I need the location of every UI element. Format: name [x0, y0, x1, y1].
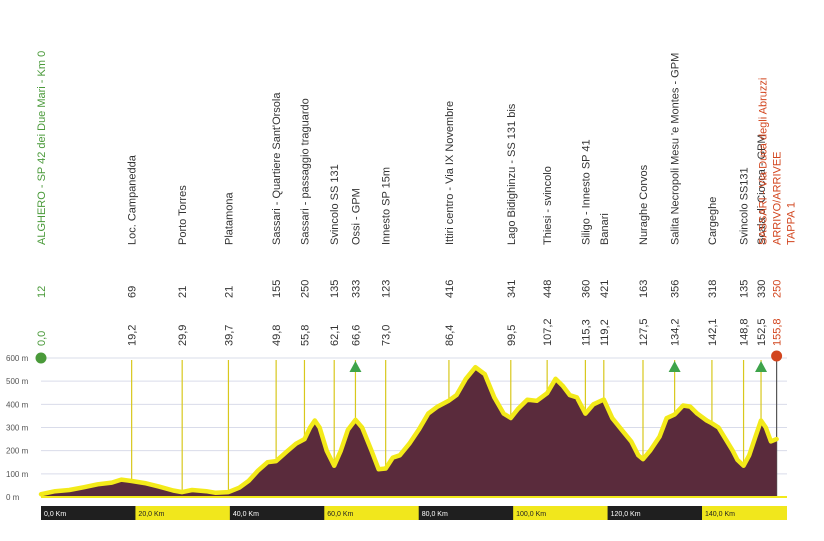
waypoint-altitude-label: 135 [329, 280, 341, 298]
y-tick-label: 500 m [6, 377, 29, 386]
waypoint-name-label: Sassari - passaggio traguardo [299, 98, 311, 245]
waypoint-km-label: 155,8 [772, 318, 784, 346]
waypoint-km-label: 66,6 [350, 325, 362, 346]
waypoint-km-label: 119,2 [599, 319, 611, 346]
waypoint-name-label: Salita Necropoli Mesu 'e Montes - GPM [670, 53, 682, 245]
waypoint-name-label: Cargeghe [707, 197, 719, 245]
km-tick-label: 100,0 Km [516, 511, 546, 518]
waypoint-labels-layer: 0,0 12 ALGHERO - SP 42 dei Due Mari - Km 0… [36, 51, 798, 346]
waypoint-km-label: 107,2 [542, 318, 554, 346]
waypoint-name-label: Lago Bidighinzu - SS 131 bis [506, 103, 518, 245]
km-tick-label: 0,0 Km [44, 511, 66, 518]
waypoint-name-label: Innesto SP 15m [381, 167, 393, 245]
km-segment [229, 506, 325, 520]
waypoint-altitude-label: 21 [223, 286, 235, 298]
waypoint-km-label: 152,5 [756, 318, 768, 346]
waypoint-altitude-label: 341 [506, 280, 518, 298]
waypoint-altitude-label: 135 [739, 280, 751, 298]
y-tick-label: 0 m [6, 493, 20, 502]
y-tick-label: 300 m [6, 423, 29, 432]
y-tick-label: 400 m [6, 400, 29, 409]
waypoint-altitude-label: 421 [599, 280, 611, 298]
waypoint-km-label: 142,1 [707, 318, 719, 346]
waypoint-name-label: Thiesi - svincolo [542, 166, 554, 245]
km-axis-bar: 0,0 Km 20,0 Km 40,0 Km 60,0 Km 80,0 Km 100,0 … [41, 506, 787, 520]
km-segment [607, 506, 703, 520]
waypoint-km-label: 0,0 [36, 331, 48, 346]
waypoint-name-label: ALGHERO - SP 42 dei Due Mari - Km 0 [36, 51, 48, 245]
waypoint-altitude-label: 250 [299, 280, 311, 298]
waypoint-altitude-label: 123 [381, 280, 393, 298]
waypoint-name-label: Svincolo SS131 [739, 167, 751, 245]
waypoint-name-label: Ittiri centro - Via IX Novembre [444, 101, 456, 245]
waypoint-altitude-label: 360 [580, 280, 592, 298]
waypoint-altitude-label: 330 [756, 280, 768, 298]
y-tick-label: 100 m [6, 470, 29, 479]
waypoint-km-label: 62,1 [329, 325, 341, 346]
km-segment [418, 506, 514, 520]
waypoint-name-label: Ossi - GPM [350, 188, 362, 245]
y-tick-label: 200 m [6, 447, 29, 456]
waypoint-km-label: 115,3 [580, 319, 592, 346]
gpm-triangle [668, 361, 681, 372]
waypoint-km-label: 148,8 [739, 318, 751, 346]
waypoint-altitude-label: 448 [542, 280, 554, 298]
waypoint-altitude-label: 21 [177, 286, 189, 298]
waypoint-name-label: Porto Torres [177, 185, 189, 245]
waypoint-km-label: 49,8 [271, 325, 283, 346]
endpoint-markers-layer [35, 350, 783, 372]
km-band [41, 506, 787, 520]
waypoint-altitude-label: 12 [36, 286, 48, 298]
km-tick-label: 40,0 Km [233, 511, 259, 518]
waypoint-altitude-label: 333 [350, 280, 362, 298]
waypoint-km-label: 99,5 [506, 325, 518, 346]
waypoint-altitude-label: 318 [707, 280, 719, 298]
waypoint-name-label: Nuraghe Corvos [638, 164, 650, 245]
elevation-area-layer [38, 364, 787, 498]
waypoint-name-label: Platamona [223, 192, 235, 245]
elevation-area [41, 367, 777, 497]
waypoint-km-label: 29,9 [177, 325, 189, 346]
waypoint-km-label: 134,2 [670, 318, 682, 346]
waypoint-km-label: 55,8 [299, 325, 311, 346]
waypoint-km-label: 127,5 [638, 318, 650, 346]
waypoint-altitude-label: 356 [670, 280, 682, 298]
km-tick-label: 20,0 Km [138, 511, 164, 518]
start-marker [35, 352, 47, 364]
waypoint-altitude-label: 250 [772, 280, 784, 298]
waypoint-name-label: Loc. Campanedda [127, 154, 139, 245]
waypoint-altitude-label: 163 [638, 280, 650, 298]
waypoint-name-label: Siligo - Innesto SP 41 [580, 139, 592, 245]
waypoint-name-label: Svincolo SS 131 [329, 164, 341, 245]
gpm-triangle [755, 361, 768, 372]
km-tick-label: 60,0 Km [327, 511, 353, 518]
km-tick-label: 140,0 Km [705, 511, 735, 518]
gpm-triangle [349, 361, 362, 372]
waypoint-km-label: 86,4 [444, 325, 456, 346]
waypoint-name-label: TAPPA 1 [786, 202, 798, 245]
km-segment [41, 506, 136, 520]
waypoint-altitude-label: 155 [271, 280, 283, 298]
waypoint-altitude-label: 69 [127, 286, 139, 298]
elevation-outline [38, 364, 779, 497]
waypoint-km-label: 19,2 [127, 325, 139, 346]
waypoint-name-label: ARRIVO/ARRIVEE [772, 151, 784, 245]
y-tick-label: 600 m [6, 354, 29, 363]
waypoint-km-label: 39,7 [223, 325, 235, 346]
waypoint-name-label: Banari [599, 213, 611, 245]
km-tick-label: 80,0 Km [422, 511, 448, 518]
finish-marker [771, 350, 783, 362]
waypoint-name-label: SASSARI - Via Duca degli Abruzzi [758, 78, 770, 245]
waypoint-km-label: 73,0 [381, 325, 393, 346]
waypoint-name-label: Scala di Ciocca - GPM [756, 134, 768, 245]
km-tick-label: 120,0 Km [611, 511, 641, 518]
waypoint-altitude-label: 416 [444, 280, 456, 298]
waypoint-name-label: Sassari - Quartiere Sant'Orsola [271, 92, 283, 245]
